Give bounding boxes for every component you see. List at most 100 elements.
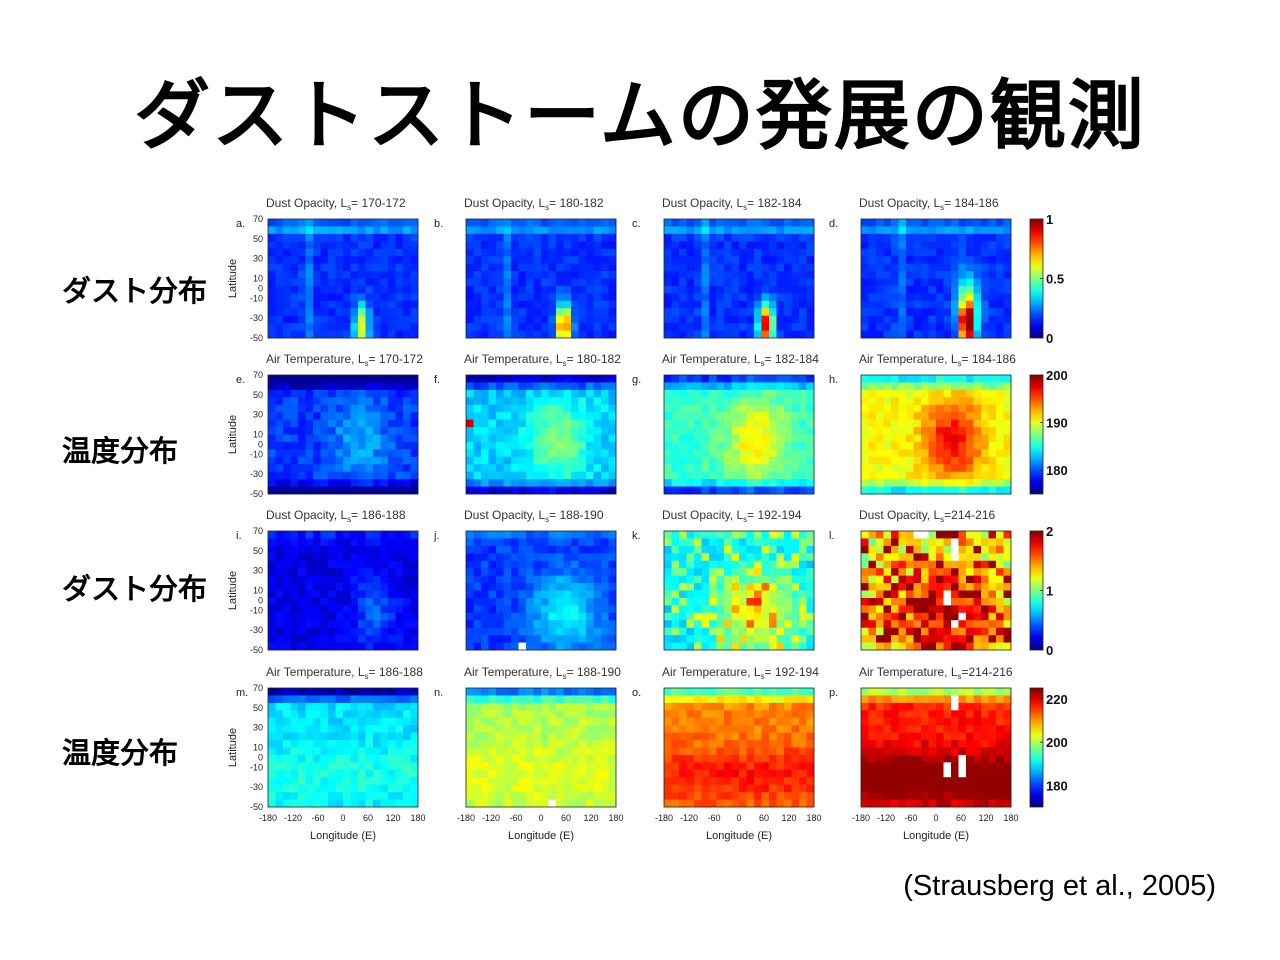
heatmap-cell (388, 762, 396, 771)
heatmap-cell (410, 799, 419, 808)
heatmap-cell (343, 456, 351, 465)
heatmap-cell (913, 449, 922, 458)
heatmap-cell (731, 278, 740, 287)
heatmap-cell (746, 471, 755, 480)
heatmap-cell (701, 627, 710, 636)
heatmap-cell (343, 308, 351, 317)
heatmap-cell (275, 464, 284, 473)
heatmap-cell (943, 308, 952, 317)
heatmap-cell (936, 285, 944, 294)
heatmap-cell (754, 583, 762, 591)
heatmap-cell (313, 293, 321, 302)
heatmap-cell (799, 575, 807, 584)
heatmap-cell (518, 799, 527, 808)
heatmap-cell (320, 583, 329, 591)
heatmap-cell (716, 688, 725, 696)
heatmap-cell (746, 241, 755, 250)
heatmap-cell (268, 464, 276, 473)
heatmap-cell (358, 642, 366, 651)
heatmap-cell (503, 732, 512, 741)
heatmap-cell (601, 412, 609, 420)
heatmap-cell (701, 560, 710, 569)
heatmap-cell (891, 612, 899, 621)
heatmap-cell (335, 784, 344, 793)
heatmap-cell (679, 620, 687, 629)
heatmap-cell (586, 471, 594, 480)
heatmap-cell (608, 278, 617, 287)
heatmap-cell (754, 382, 762, 391)
heatmap-cell (556, 710, 564, 719)
heatmap-cell (268, 404, 276, 413)
heatmap-cell (883, 553, 892, 562)
heatmap-cell (496, 553, 504, 562)
heatmap-cell (373, 308, 381, 317)
heatmap-cell (791, 732, 800, 741)
heatmap-cell (966, 464, 974, 473)
heatmap-cell (511, 740, 519, 748)
heatmap-cell (380, 605, 389, 614)
heatmap-cell (403, 560, 411, 569)
heatmap-cell (518, 441, 527, 450)
heatmap-cell (533, 531, 542, 539)
heatmap-cell (739, 725, 747, 733)
heatmap-cell (973, 627, 982, 636)
heatmap-cell (996, 531, 1004, 539)
heatmap-cell (586, 710, 594, 719)
heatmap-cell (724, 777, 732, 786)
heatmap-cell (928, 583, 937, 591)
heatmap-cell (861, 241, 869, 250)
heatmap-cell (664, 427, 672, 435)
heatmap-cell (799, 754, 807, 763)
heatmap-cell (913, 323, 922, 331)
heatmap-cell (343, 382, 351, 391)
heatmap-cell (275, 612, 284, 621)
heatmap-cell (731, 323, 740, 331)
heatmap-cell (388, 777, 396, 786)
heatmap-cell (973, 271, 982, 279)
heatmap-cell (320, 256, 329, 264)
heatmap-cell (533, 747, 542, 756)
heatmap-cell (410, 553, 419, 562)
heatmap-cell (966, 278, 974, 287)
heatmap-cell (290, 464, 299, 473)
heatmap-cell (586, 769, 594, 778)
heatmap-cell (533, 471, 542, 480)
heatmap-cell (473, 762, 482, 771)
heatmap-cell (395, 464, 404, 473)
heatmap-cell (966, 612, 974, 621)
heatmap-cell (313, 792, 321, 800)
heatmap-cell (563, 241, 572, 250)
heatmap-cell (556, 545, 564, 554)
heatmap-cell (518, 263, 527, 272)
heatmap-cell (526, 479, 534, 487)
heatmap-cell (563, 597, 572, 606)
heatmap-cell (769, 404, 777, 413)
heatmap-cell (275, 248, 284, 257)
heatmap-cell (966, 688, 974, 696)
heatmap-cell (335, 233, 344, 242)
heatmap-cell (335, 323, 344, 331)
heatmap-cell (988, 233, 997, 242)
heatmap-cell (731, 590, 740, 599)
heatmap-cell (541, 717, 549, 726)
heatmap-cell (791, 427, 800, 435)
heatmap-cell (608, 397, 617, 406)
heatmap-cell (328, 389, 336, 398)
heatmap-cell (928, 397, 937, 406)
heatmap-cell (466, 688, 474, 696)
heatmap-cell (373, 315, 381, 324)
heatmap-panel-i (267, 530, 419, 651)
heatmap-cell (966, 233, 974, 242)
heatmap-cell (921, 263, 929, 272)
heatmap-cell (481, 241, 489, 250)
heatmap-cell (541, 531, 549, 539)
heatmap-cell (571, 330, 579, 339)
heatmap-cell (731, 315, 740, 324)
heatmap-cell (936, 627, 944, 636)
heatmap-cell (578, 256, 587, 264)
heatmap-cell (936, 219, 944, 227)
heatmap-cell (511, 412, 519, 420)
panel-title-subscript: s (743, 515, 747, 524)
heatmap-cell (496, 642, 504, 651)
heatmap-cell (883, 479, 892, 487)
